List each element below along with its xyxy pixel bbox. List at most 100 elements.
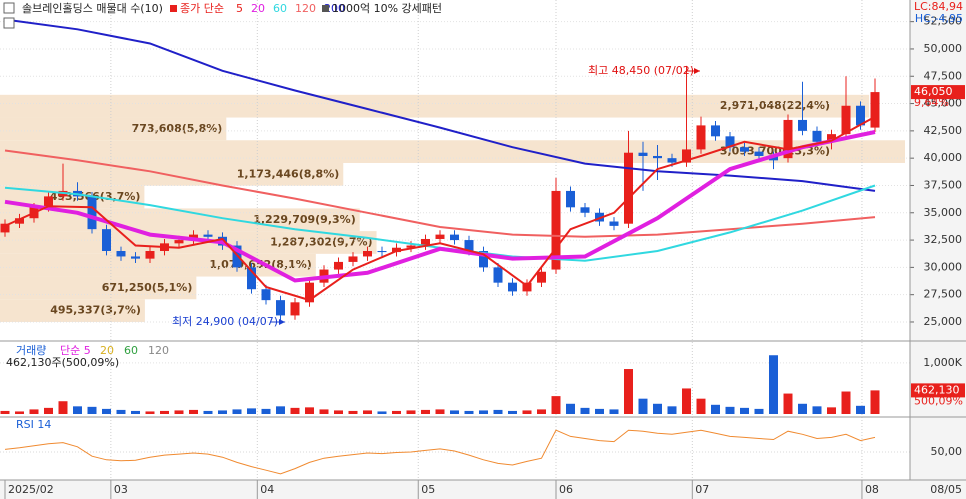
y-tick-label: 1,000K [923, 356, 962, 369]
rsi-line [4, 429, 876, 475]
candle-body [87, 196, 97, 230]
icon[interactable] [3, 17, 15, 29]
candle-body [174, 240, 184, 244]
candle-body [15, 218, 24, 224]
volume-bar [377, 411, 387, 414]
volume-bar [363, 410, 372, 414]
volume-bar [522, 410, 532, 414]
annotation-arrowhead [694, 68, 700, 74]
candle-body [44, 196, 53, 208]
candle-body [261, 289, 271, 301]
volume-bar [566, 403, 575, 414]
volume-bar [769, 355, 778, 414]
volume-bar [493, 409, 503, 414]
volume-profile-band [0, 276, 197, 300]
volume-bar [334, 410, 343, 414]
axis-area [910, 0, 966, 499]
candle-body [551, 190, 561, 270]
legend-entry: 200 [324, 2, 345, 15]
volume-bar [276, 406, 285, 414]
x-tick-label: 07 [695, 483, 709, 496]
candle-body [653, 155, 662, 159]
volume-bar [58, 401, 68, 414]
candle-body [102, 229, 111, 251]
volume-bar [174, 410, 184, 414]
volume-bar [508, 410, 517, 414]
candle-body [363, 250, 372, 257]
candle-body [247, 267, 256, 290]
legend-entry: 120 [295, 2, 316, 15]
volume-bar [116, 409, 126, 414]
volume-profile-label: 1,287,302(9,7%) [270, 235, 373, 248]
volume-bar [870, 390, 880, 414]
volume-bar [421, 409, 430, 414]
legend-prefix: 종가 단순 [180, 2, 224, 15]
candle-body [725, 136, 735, 148]
y-tick-label: 32,500 [924, 233, 963, 246]
candle-body [464, 240, 474, 251]
volume-bar [827, 407, 836, 414]
candle-body [537, 271, 546, 283]
volume-bar [624, 369, 633, 414]
candle-body [580, 207, 590, 213]
candle-body [798, 119, 807, 131]
y-tick-label: 47,500 [924, 69, 963, 82]
volume-bar [812, 406, 822, 414]
y-tick-label: 52,500 [924, 15, 963, 28]
volume-bar [725, 406, 735, 414]
candle-body [116, 250, 126, 257]
candle-body [435, 234, 445, 239]
y-tick-label: 30,000 [924, 260, 963, 273]
legend-entry: 60 [124, 344, 138, 357]
y-tick-label: 37,500 [924, 178, 963, 191]
volume-bar [131, 410, 140, 414]
candle-body [377, 250, 387, 253]
header-title: 솔브레인홀딩스 매물대 수(10) [22, 2, 163, 15]
annotation-low: 최저 24,900 (04/07) [172, 315, 278, 328]
candle-body [711, 125, 720, 137]
volume-profile-label: 773,608(5,8%) [132, 122, 223, 135]
candle-body [276, 300, 285, 316]
candle-body [638, 152, 648, 156]
candle-body [479, 250, 488, 268]
x-tick-label: 08 [865, 483, 879, 496]
candle-body [682, 149, 691, 163]
volume-bar [232, 409, 242, 414]
volume-bar [145, 411, 155, 414]
volume-bar [87, 406, 97, 414]
y-tick-label: 50,00 [931, 445, 963, 458]
ma-line [4, 130, 876, 283]
volume-bar [247, 408, 256, 414]
ma-legend: 5 20 60 120 200 [236, 2, 345, 15]
legend-entry: 단순 5 [60, 344, 91, 357]
last-volume-label: 462,130 [914, 383, 960, 396]
volume-bar [290, 407, 300, 414]
volume-bar [305, 407, 314, 414]
volume-bar [667, 406, 677, 414]
volume-bar [73, 406, 82, 414]
candle-body [348, 256, 358, 262]
icon[interactable] [3, 2, 15, 14]
volume-bar [696, 398, 706, 414]
volume-bar [392, 410, 401, 414]
annotation-high: 최고 48,450 (07/02) [588, 64, 694, 77]
volume-bar [551, 396, 561, 414]
candle-body [305, 282, 314, 303]
volume-bar [740, 407, 749, 414]
candle-body [696, 125, 706, 150]
volume-bar [609, 409, 619, 414]
volume-profile-band [0, 94, 870, 118]
y-tick-label: 50,000 [924, 42, 963, 55]
legend-label: 거래량 [16, 344, 46, 357]
candle-body [493, 267, 503, 283]
candle-body [334, 261, 343, 270]
legend-swatch [170, 5, 177, 12]
volume-bar [261, 408, 271, 414]
volume-bar [406, 410, 416, 414]
volume-bar [44, 407, 53, 414]
candle-body [754, 151, 764, 156]
ma-line [4, 115, 876, 302]
volume-profile-label: 1,173,446(8,8%) [237, 167, 340, 180]
volume-bar [841, 391, 851, 414]
